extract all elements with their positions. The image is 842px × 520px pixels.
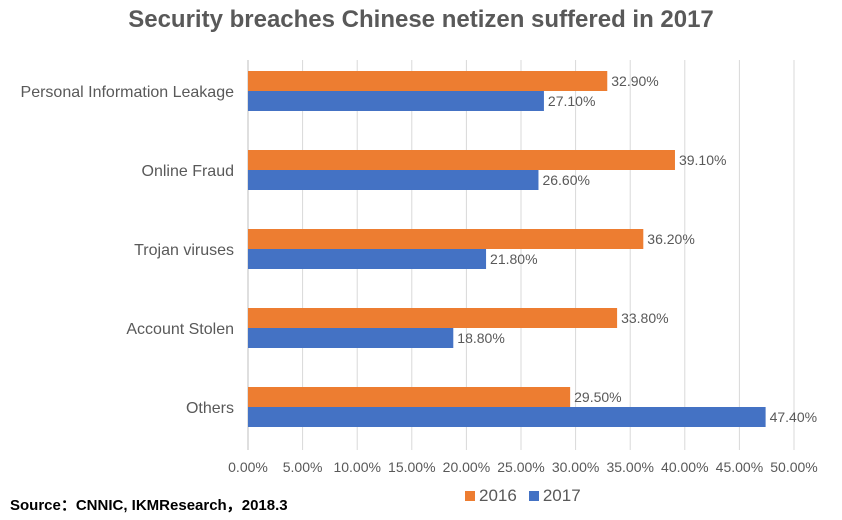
x-tick-label: 50.00% (770, 459, 817, 475)
category-labels: Personal Information Leakage Online Fraud… (21, 84, 235, 417)
data-label-2016: 32.90% (611, 73, 658, 89)
data-label-2017: 27.10% (548, 93, 595, 109)
data-label-2016: 29.50% (574, 389, 621, 405)
data-label-2017: 18.80% (457, 330, 504, 346)
legend-swatch-2016 (465, 491, 475, 501)
bar-2016 (248, 229, 644, 249)
bar-2017 (248, 91, 544, 111)
data-label-2017: 21.80% (490, 251, 537, 267)
category-label: Others (186, 400, 234, 417)
bar-2017 (248, 407, 766, 427)
bars (248, 71, 766, 427)
legend: 2016 2017 (465, 486, 593, 506)
legend-label-2017: 2017 (542, 486, 581, 505)
category-label: Personal Information Leakage (21, 84, 235, 101)
x-tick-label: 25.00% (497, 459, 544, 475)
category-label: Account Stolen (126, 321, 234, 338)
category-label: Trojan viruses (134, 242, 234, 259)
data-label-2016: 33.80% (621, 310, 668, 326)
bar-2016 (248, 71, 608, 91)
x-tick-label: 30.00% (552, 459, 599, 475)
bar-2016 (248, 308, 618, 328)
x-tick-label: 15.00% (388, 459, 435, 475)
x-tick-label: 40.00% (661, 459, 708, 475)
bar-2017 (248, 170, 539, 190)
data-label-2016: 39.10% (679, 152, 726, 168)
x-tick-label: 45.00% (716, 459, 763, 475)
chart-title: Security breaches Chinese netizen suffer… (128, 6, 714, 33)
legend-item-2016: 2016 (465, 486, 517, 506)
legend-item-2017: 2017 (528, 486, 581, 506)
legend-swatch-2017 (528, 491, 539, 501)
x-tick-labels: 0.00% 5.00% 10.00% 15.00% 20.00% 25.00% 30.00%… (228, 459, 818, 475)
x-tick-label: 5.00% (283, 459, 323, 475)
bar-2016 (248, 150, 675, 170)
source-note: Source：CNNIC, IKMResearch，2018.3 (10, 497, 288, 514)
bar-2017 (248, 328, 454, 348)
bar-2017 (248, 249, 487, 269)
data-label-2017: 47.40% (770, 409, 817, 425)
x-tick-label: 10.00% (333, 459, 380, 475)
x-tick-label: 20.00% (443, 459, 490, 475)
data-labels: 32.90% 27.10% 39.10% 26.60% 36.20% 21.80% 33.8… (457, 73, 817, 425)
data-label-2016: 36.20% (647, 231, 694, 247)
bar-2016 (248, 387, 571, 407)
legend-label-2016: 2016 (479, 486, 517, 505)
category-label: Online Fraud (142, 163, 235, 180)
x-tick-label: 35.00% (606, 459, 653, 475)
x-tick-label: 0.00% (228, 459, 268, 475)
data-label-2017: 26.60% (542, 172, 589, 188)
